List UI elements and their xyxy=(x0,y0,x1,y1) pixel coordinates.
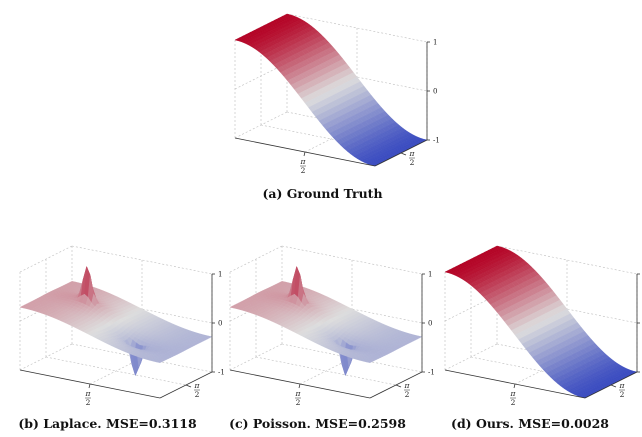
z-tick-label: 0 xyxy=(433,88,437,96)
surface-mesh xyxy=(229,266,423,377)
svg-text:π: π xyxy=(619,381,626,390)
svg-text:2: 2 xyxy=(620,390,625,399)
z-tick-label: 1 xyxy=(218,271,222,279)
svg-text:π: π xyxy=(194,381,201,390)
svg-text:2: 2 xyxy=(405,390,410,399)
svg-text:π: π xyxy=(404,381,411,390)
caption-ours: (d) Ours. MSE=0.0028 xyxy=(451,416,609,431)
svg-text:π: π xyxy=(409,149,416,158)
y-tick xyxy=(395,384,402,388)
z-tick-label: -1 xyxy=(433,137,440,145)
svg-text:π: π xyxy=(85,389,92,398)
caption-laplace: (b) Laplace. MSE=0.3118 xyxy=(18,416,197,431)
surface-patch xyxy=(365,360,373,363)
svg-text:π: π xyxy=(295,389,302,398)
surface-mesh xyxy=(444,245,638,399)
caption-poisson: (c) Poisson. MSE=0.2598 xyxy=(229,416,406,431)
x-tick xyxy=(88,383,91,389)
z-tick-label: 1 xyxy=(428,271,432,279)
svg-text:2: 2 xyxy=(86,398,91,407)
y-tick-label: π2 xyxy=(619,381,626,399)
z-tick-label: 0 xyxy=(428,320,432,328)
svg-text:π: π xyxy=(300,157,307,166)
y-tick-label: π2 xyxy=(194,381,201,399)
svg-text:2: 2 xyxy=(511,398,516,407)
surface-plot-laplace: π 2 π 2 1 0 -1 xyxy=(0,238,225,414)
y-tick-label: π2 xyxy=(404,381,411,399)
surface-patch xyxy=(155,360,163,363)
svg-text:π: π xyxy=(510,389,517,398)
svg-text:2: 2 xyxy=(195,390,200,399)
surface-plot-poisson: π 2 π 2 1 0 -1 xyxy=(210,238,435,414)
z-tick-label: -1 xyxy=(218,369,225,377)
y-tick xyxy=(610,384,617,388)
x-tick-label: π2 xyxy=(85,389,92,407)
x-tick xyxy=(298,383,301,389)
y-tick xyxy=(185,384,192,388)
x-tick-label: π2 xyxy=(510,389,517,407)
y-tick-label: π2 xyxy=(409,149,416,167)
x-tick xyxy=(303,151,306,157)
svg-text:2: 2 xyxy=(410,158,415,167)
svg-text:2: 2 xyxy=(296,398,301,407)
surface-plot-ground-truth: π 2 π 2 1 0 -1 xyxy=(215,6,440,182)
x-tick-label: π2 xyxy=(295,389,302,407)
x-tick-label: π2 xyxy=(300,157,307,175)
x-tick xyxy=(513,383,516,389)
surface-mesh xyxy=(234,13,428,167)
caption-ground-truth: (a) Ground Truth xyxy=(262,186,383,201)
svg-text:2: 2 xyxy=(301,166,306,175)
y-tick xyxy=(400,152,407,156)
z-tick-label: 1 xyxy=(433,39,437,47)
z-tick-label: -1 xyxy=(428,369,435,377)
z-tick-label: 0 xyxy=(218,320,222,328)
surface-mesh xyxy=(19,266,213,377)
